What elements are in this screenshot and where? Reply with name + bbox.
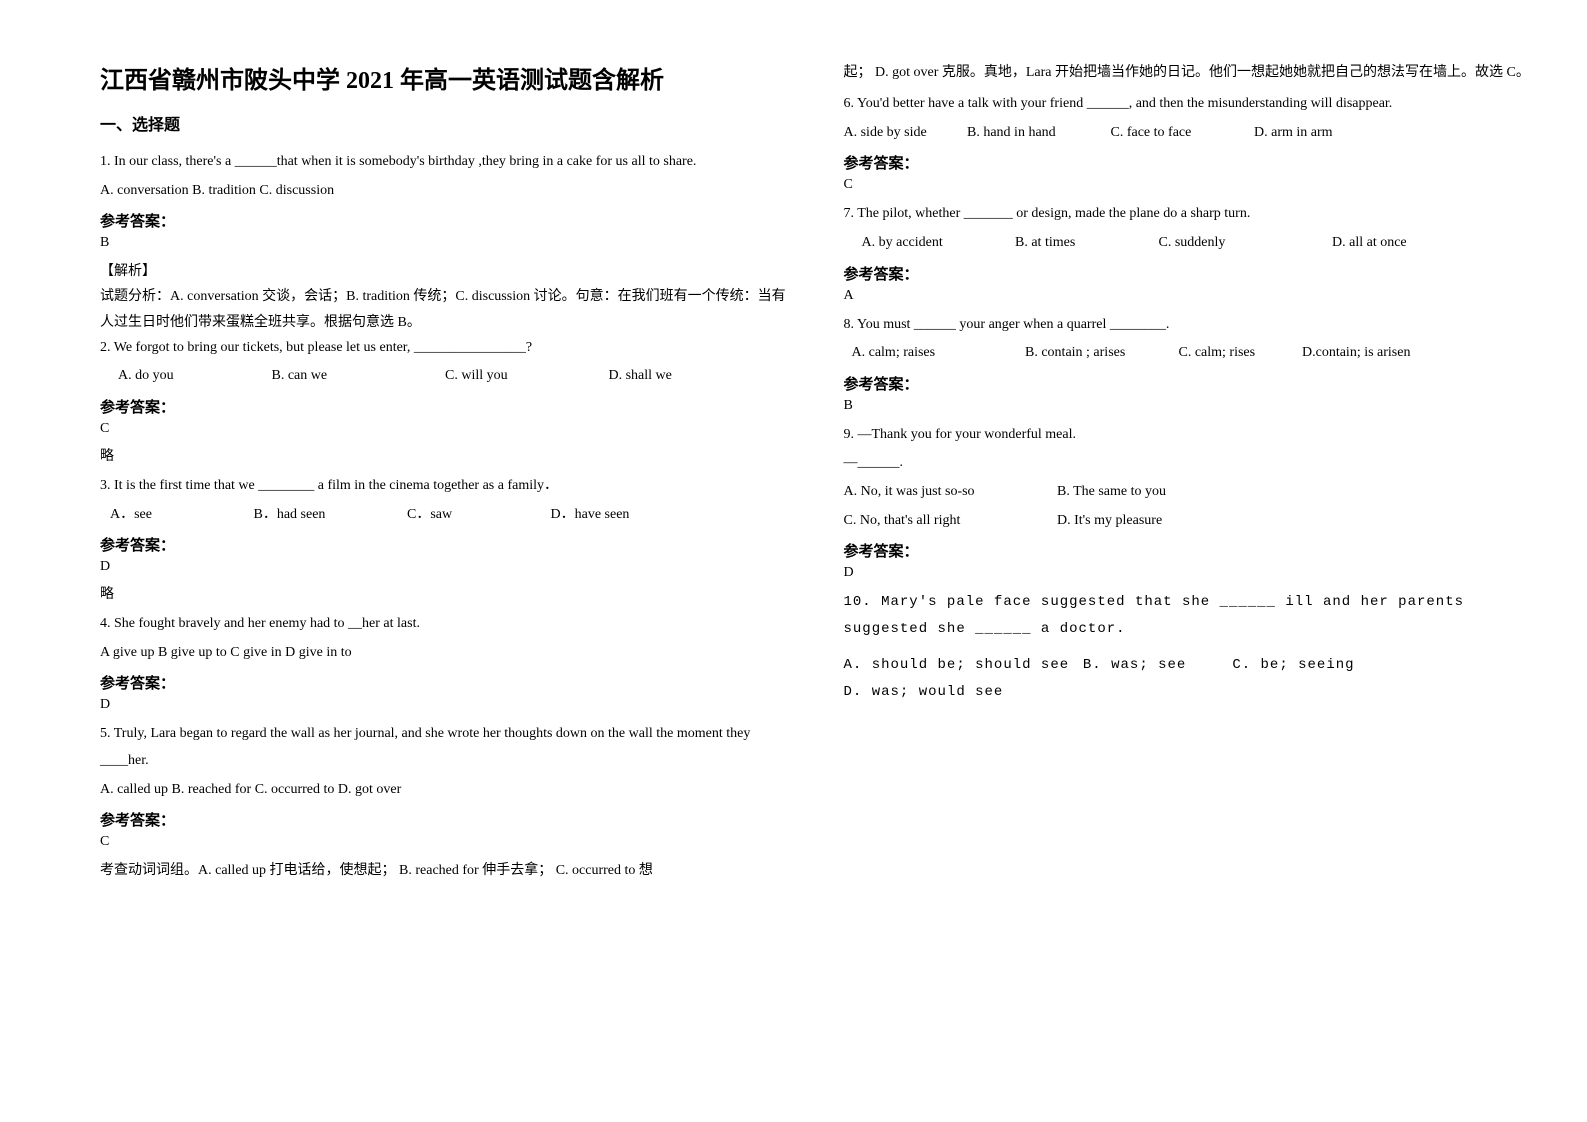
left-column: 江西省赣州市陂头中学 2021 年高一英语测试题含解析 一、选择题 1. In … [100, 60, 794, 883]
q3-opt-c: C．saw [407, 502, 547, 529]
q3-options: A．see B．had seen C．saw D．have seen [100, 502, 794, 529]
q2-opt-a: A. do you [118, 363, 268, 390]
q7-opt-b: B. at times [1015, 230, 1155, 257]
q5-explanation-part2: 起； D. got over 克服。真地，Lara 开始把墙当作她的日记。他们一… [844, 60, 1538, 85]
q7-opt-c: C. suddenly [1159, 230, 1329, 257]
q6-opt-d: D. arm in arm [1254, 120, 1333, 147]
q2-omit: 略 [100, 445, 794, 465]
q9-opt-b: B. The same to you [1057, 479, 1166, 506]
q1-stem: 1. In our class, there's a ______that wh… [100, 149, 794, 176]
q9-opt-c: C. No, that's all right [844, 508, 1054, 535]
q10-options: A. should be; should see B. was; see C. … [844, 652, 1538, 705]
q3-opt-b: B．had seen [254, 502, 404, 529]
q3-opt-d: D．have seen [551, 502, 630, 529]
answer-label: 参考答案： [100, 534, 794, 555]
q8-opt-d: D.contain; is arisen [1302, 340, 1410, 367]
q3-opt-a: A．see [100, 502, 250, 529]
answer-label: 参考答案： [844, 263, 1538, 284]
answer-label: 参考答案： [844, 373, 1538, 394]
q8-opt-c: C. calm; rises [1179, 340, 1299, 367]
q8-answer: B [844, 398, 1538, 414]
q5-options: A. called up B. reached for C. occurred … [100, 777, 794, 804]
q2-opt-b: B. can we [272, 363, 442, 390]
q1-answer: B [100, 235, 794, 251]
q8-options: A. calm; raises B. contain ; arises C. c… [844, 340, 1538, 367]
q9-options-row1: A. No, it was just so-so B. The same to … [844, 479, 1538, 506]
section-heading: 一、选择题 [100, 111, 794, 135]
q2-options: A. do you B. can we C. will you D. shall… [100, 363, 794, 390]
answer-label: 参考答案： [844, 152, 1538, 173]
q9-options-row2: C. No, that's all right D. It's my pleas… [844, 508, 1538, 535]
q2-opt-c: C. will you [445, 363, 605, 390]
q5-stem: 5. Truly, Lara began to regard the wall … [100, 721, 794, 774]
q4-stem: 4. She fought bravely and her enemy had … [100, 611, 794, 638]
q4-options: A give up B give up to C give in D give … [100, 640, 794, 667]
q7-stem: 7. The pilot, whether _______ or design,… [844, 201, 1538, 228]
q1-explanation: 试题分析：A. conversation 交谈，会话；B. tradition … [100, 284, 794, 334]
q6-options: A. side by side B. hand in hand C. face … [844, 120, 1538, 147]
q8-opt-b: B. contain ; arises [1025, 340, 1175, 367]
answer-label: 参考答案： [100, 210, 794, 231]
answer-label: 参考答案： [844, 540, 1538, 561]
q1-options: A. conversation B. tradition C. discussi… [100, 178, 794, 205]
q8-opt-a: A. calm; raises [844, 340, 1022, 367]
q3-answer: D [100, 559, 794, 575]
q3-omit: 略 [100, 583, 794, 603]
q3-stem: 3. It is the first time that we ________… [100, 473, 794, 500]
page-root: 江西省赣州市陂头中学 2021 年高一英语测试题含解析 一、选择题 1. In … [0, 0, 1587, 923]
q6-opt-c: C. face to face [1111, 120, 1251, 147]
q9-opt-a: A. No, it was just so-so [844, 479, 1054, 506]
right-column: 起； D. got over 克服。真地，Lara 开始把墙当作她的日记。他们一… [844, 60, 1538, 883]
q2-stem: 2. We forgot to bring our tickets, but p… [100, 335, 794, 362]
q2-answer: C [100, 421, 794, 437]
q10-opt-a: A. should be; should see [844, 652, 1074, 679]
q10-stem: 10. Mary's pale face suggested that she … [844, 589, 1538, 642]
q6-opt-a: A. side by side [844, 120, 964, 147]
q6-answer: C [844, 177, 1538, 193]
page-title: 江西省赣州市陂头中学 2021 年高一英语测试题含解析 [100, 60, 794, 95]
q9-opt-d: D. It's my pleasure [1057, 508, 1162, 535]
q6-opt-b: B. hand in hand [967, 120, 1107, 147]
q10-opt-d: D. was; would see [844, 679, 1004, 706]
analysis-label: 【解析】 [100, 259, 794, 284]
q5-answer: C [100, 834, 794, 850]
answer-label: 参考答案： [100, 809, 794, 830]
q10-opt-c: C. be; seeing [1232, 652, 1392, 679]
q2-opt-d: D. shall we [609, 363, 672, 390]
q7-options: A. by accident B. at times C. suddenly D… [844, 230, 1538, 257]
q6-stem: 6. You'd better have a talk with your fr… [844, 91, 1538, 118]
q10-opt-b: B. was; see [1083, 652, 1223, 679]
q5-explanation-part1: 考查动词词组。A. called up 打电话给，使想起； B. reached… [100, 858, 794, 883]
answer-label: 参考答案： [100, 396, 794, 417]
q9-stem-2: —______. [844, 450, 1538, 477]
q7-opt-d: D. all at once [1332, 230, 1407, 257]
q9-answer: D [844, 565, 1538, 581]
q7-answer: A [844, 288, 1538, 304]
q7-opt-a: A. by accident [862, 230, 1012, 257]
q4-answer: D [100, 697, 794, 713]
q9-stem-1: 9. —Thank you for your wonderful meal. [844, 422, 1538, 449]
q8-stem: 8. You must ______ your anger when a qua… [844, 312, 1538, 339]
answer-label: 参考答案： [100, 672, 794, 693]
